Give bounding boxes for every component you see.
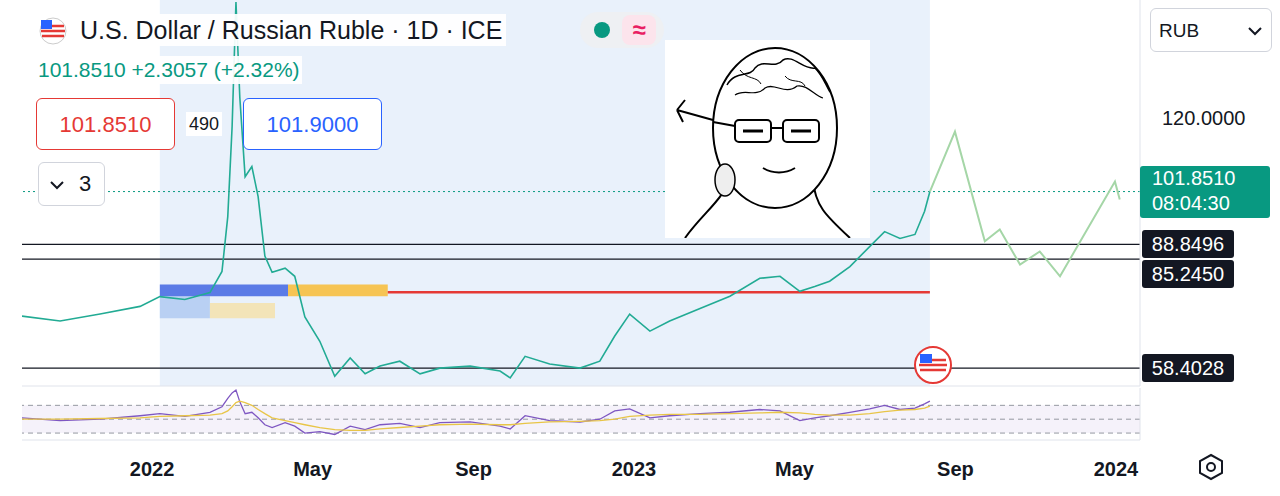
html-text:88.8496: 88.8496 (1151, 233, 1225, 256)
html-text:U.S. Dollar / Russian Ruble ·: U.S. Dollar / Russian Ruble · 1D · ICE (80, 16, 503, 44)
svg-text:Sep: Sep (455, 458, 492, 480)
svg-text:2023: 2023 (612, 458, 657, 480)
svg-text:Sep: Sep (937, 458, 974, 480)
html-text:85.2450: 85.2450 (1151, 263, 1225, 286)
html-text:490: 490 (189, 114, 219, 134)
svg-text:May: May (775, 458, 815, 480)
html-text:101.8510 +2.3057 (+2.32%): 101.8510 +2.3057 (+2.32%) (38, 58, 300, 81)
html-text:RUB: RUB (1159, 20, 1200, 41)
svg-text:May: May (293, 458, 333, 480)
svg-text:120.0000: 120.0000 (1162, 107, 1245, 129)
html-text:58.4028: 58.4028 (1151, 357, 1225, 380)
html-text:08:04:30: 08:04:30 (1152, 191, 1230, 214)
html-text:101.8510: 101.8510 (59, 112, 152, 137)
html-text:3: 3 (79, 171, 92, 196)
svg-text:2024: 2024 (1094, 458, 1139, 480)
svg-text:2022: 2022 (130, 458, 175, 480)
html-text:101.9000: 101.9000 (266, 112, 359, 137)
html-text:101.8510: 101.8510 (1152, 166, 1236, 189)
